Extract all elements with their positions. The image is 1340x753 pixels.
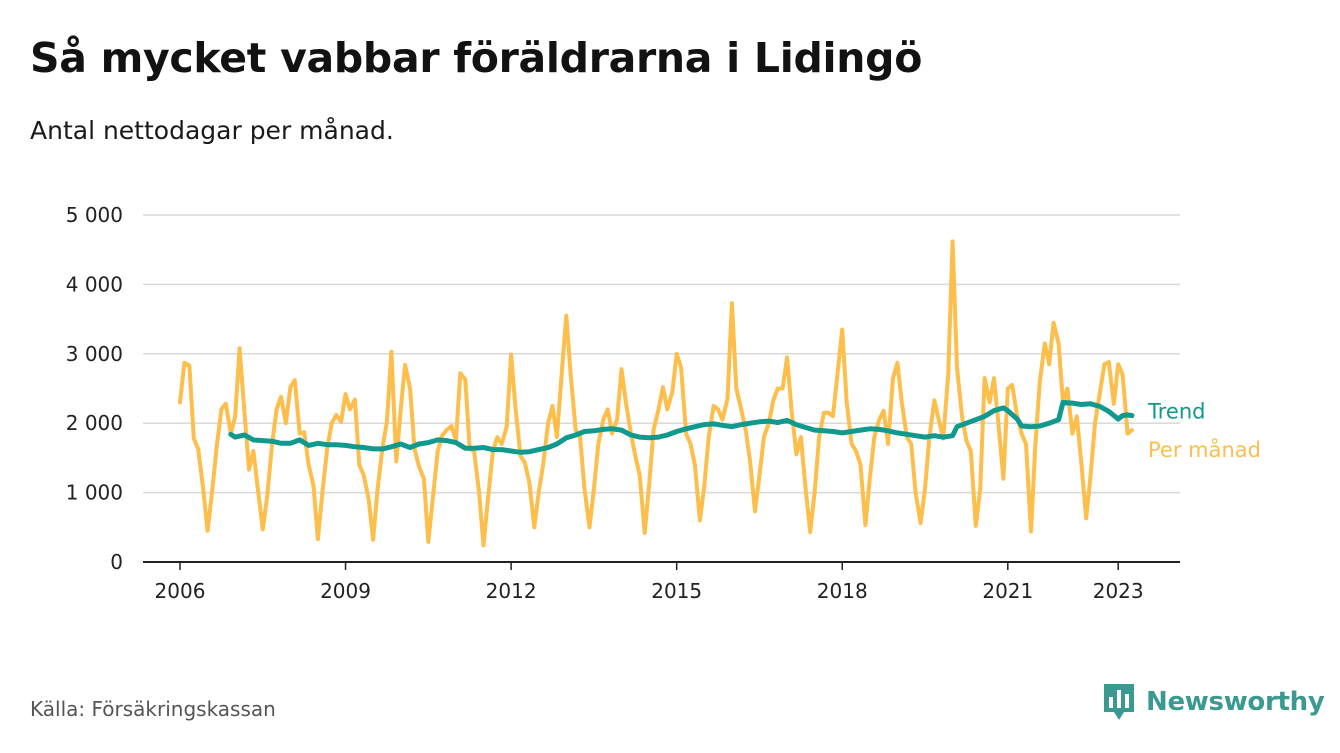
x-tick-label: 2012 xyxy=(486,579,537,603)
chart-subtitle: Antal nettodagar per månad. xyxy=(30,116,394,145)
x-tick-label: 2009 xyxy=(320,579,371,603)
x-tick-label: 2018 xyxy=(817,579,868,603)
y-tick-label: 0 xyxy=(110,550,123,574)
y-tick-label: 4 000 xyxy=(66,272,123,296)
x-tick-label: 2015 xyxy=(651,579,702,603)
series-end-label: Trend xyxy=(1147,400,1205,424)
brand-name: Newsworthy xyxy=(1146,687,1325,717)
y-tick-label: 1 000 xyxy=(66,481,123,505)
y-tick-label: 5 000 xyxy=(66,203,123,227)
x-tick-label: 2021 xyxy=(982,579,1033,603)
series-line-per-manad xyxy=(178,239,1134,548)
chart-title: Så mycket vabbar föräldrarna i Lidingö xyxy=(30,34,923,82)
brand-logo[interactable]: Newsworthy xyxy=(1102,682,1325,722)
series-end-label: Per månad xyxy=(1148,437,1261,462)
source-note: Källa: Försäkringskassan xyxy=(30,697,276,721)
x-tick-label: 2006 xyxy=(155,579,206,603)
y-tick-label: 3 000 xyxy=(66,342,123,366)
x-tick-label: 2023 xyxy=(1093,579,1144,603)
bar-chart-speech-bubble-icon xyxy=(1104,684,1134,720)
series-line-trend xyxy=(228,399,1135,455)
y-tick-label: 2 000 xyxy=(66,411,123,435)
